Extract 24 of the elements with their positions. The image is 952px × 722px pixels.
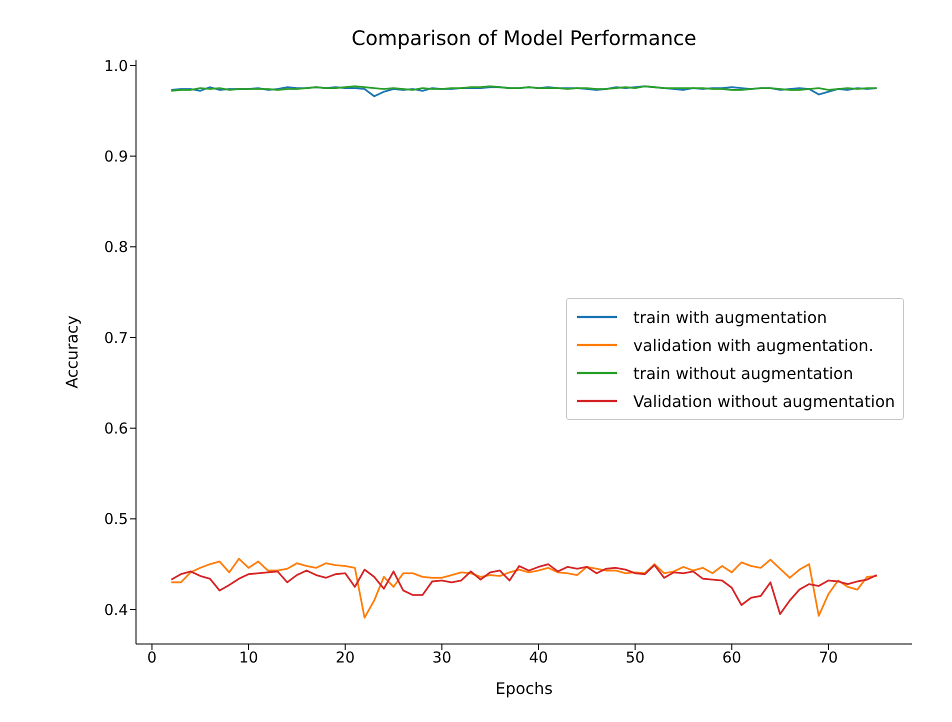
x-tick-label: 60 (722, 648, 742, 667)
x-tick-label: 20 (336, 648, 355, 667)
legend-label: train with augmentation (633, 308, 828, 326)
legend-label: Validation without augmentation (633, 392, 895, 410)
x-tick-label: 70 (818, 648, 838, 667)
x-tick-label: 10 (239, 648, 258, 667)
y-tick-label: 0.6 (104, 420, 128, 438)
y-axis-title: Accuracy (62, 315, 82, 389)
chart-title: Comparison of Model Performance (350, 25, 698, 50)
y-tick-label: 0.5 (104, 510, 128, 528)
x-tick-label: 30 (432, 648, 452, 667)
legend-label: train without augmentation (633, 364, 854, 382)
x-tick-label: 40 (528, 648, 548, 667)
x-tick-label: 50 (626, 648, 645, 667)
y-tick-label: 1.0 (104, 56, 128, 75)
y-tick-label: 0.4 (104, 600, 128, 619)
line-series (170, 558, 878, 619)
y-tick-label: 0.7 (104, 328, 128, 347)
y-tick-label: 0.8 (104, 238, 128, 256)
x-tick-label: 0 (147, 648, 157, 667)
x-axis-title: Epochs (495, 679, 553, 698)
line-series (170, 563, 878, 615)
y-tick-label: 0.9 (104, 147, 128, 166)
legend-label: validation with augmentation. (633, 336, 874, 354)
